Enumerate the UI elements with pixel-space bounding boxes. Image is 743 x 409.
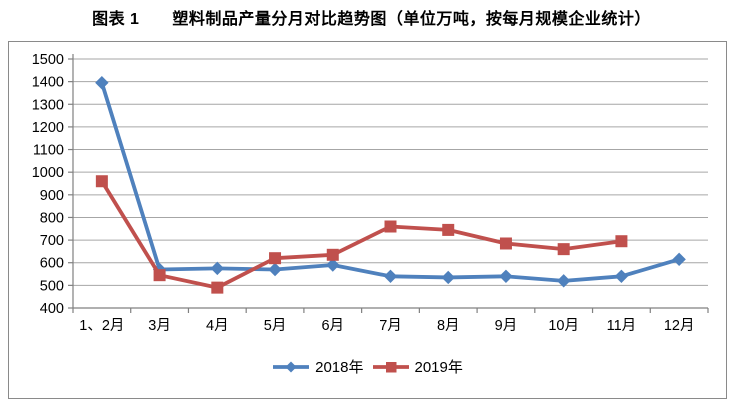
data-point-2018年-1、2月	[95, 76, 109, 90]
data-point-2019年-8月	[442, 223, 455, 236]
chart-title: 图表 1 塑料制品产量分月对比趋势图（单位万吨，按每月规模企业统计）	[92, 11, 651, 28]
y-axis-tick-label: 800	[40, 210, 64, 226]
y-axis-tick-label: 1400	[32, 75, 64, 91]
data-point-2019年-10月	[557, 243, 570, 256]
y-axis-tick-label: 700	[40, 233, 64, 249]
data-point-2018年-5月	[268, 262, 282, 277]
data-point-2018年-10月	[556, 274, 571, 288]
y-axis-tick-label: 400	[40, 301, 64, 317]
x-axis-tick-label: 1、2月	[79, 318, 124, 334]
x-axis-tick-label: 10月	[548, 318, 579, 334]
y-axis-tick-label: 1100	[33, 143, 64, 159]
legend-marker-2018-diamond-icon	[272, 360, 310, 374]
data-point-2019年-1、2月	[95, 175, 108, 188]
y-axis-tick-label: 900	[40, 188, 64, 204]
data-point-2018年-12月	[672, 252, 686, 267]
x-axis-tick-label: 4月	[206, 318, 229, 334]
x-axis-tick-label: 7月	[379, 318, 402, 334]
data-point-2019年-7月	[384, 220, 397, 233]
x-axis-tick-label: 5月	[264, 318, 287, 334]
legend-item-2018: 2018年	[272, 356, 364, 377]
data-point-2018年-7月	[383, 269, 398, 284]
data-point-2019年-5月	[269, 252, 282, 265]
chart-area: 400 500 600 700 800 900 1000 1100 1200 1300 1400 15…	[8, 41, 727, 399]
chart-legend: 2018年 2019年	[9, 356, 726, 377]
data-point-2018年-4月	[210, 261, 225, 276]
series-2019年	[95, 175, 628, 294]
legend-item-2019: 2019年	[372, 356, 463, 377]
data-point-2019年-3月	[153, 269, 166, 282]
x-axis-tick-label: 3月	[148, 318, 171, 334]
data-point-2018年-9月	[499, 269, 513, 284]
trend-line-chart: 400 500 600 700 800 900 1000 1100 1200 1300 1400 15…	[32, 52, 709, 334]
legend-label-2018: 2018年	[315, 359, 364, 376]
legend-marker-2019-square-icon	[372, 360, 410, 374]
data-point-2018年-11月	[614, 269, 629, 284]
x-axis-tick-label: 6月	[321, 318, 344, 334]
y-axis-tick-label: 1000	[32, 165, 64, 181]
y-axis-tick-label: 600	[40, 256, 64, 272]
y-axis-tick-label: 1300	[32, 97, 64, 113]
x-axis-tick-label: 12月	[664, 318, 695, 334]
data-point-2018年-8月	[441, 270, 455, 285]
data-point-2019年-6月	[326, 248, 339, 261]
y-axis-tick-label: 1200	[32, 120, 64, 136]
data-point-2019年-11月	[615, 235, 628, 248]
series-line-2019年	[99, 179, 624, 290]
x-axis-tick-label: 9月	[495, 318, 518, 334]
legend-label-2019: 2019年	[414, 359, 463, 376]
data-point-2019年-4月	[211, 281, 224, 294]
y-axis-tick-label: 1500	[32, 52, 64, 68]
y-axis-tick-label: 500	[40, 278, 64, 294]
series-line-2018年	[99, 80, 682, 283]
x-axis-tick-label: 11月	[607, 318, 637, 334]
data-point-2019年-9月	[499, 237, 512, 250]
series-2018年	[95, 76, 686, 288]
data-point-2018年-6月	[326, 258, 340, 272]
x-axis-tick-label: 8月	[437, 318, 460, 334]
